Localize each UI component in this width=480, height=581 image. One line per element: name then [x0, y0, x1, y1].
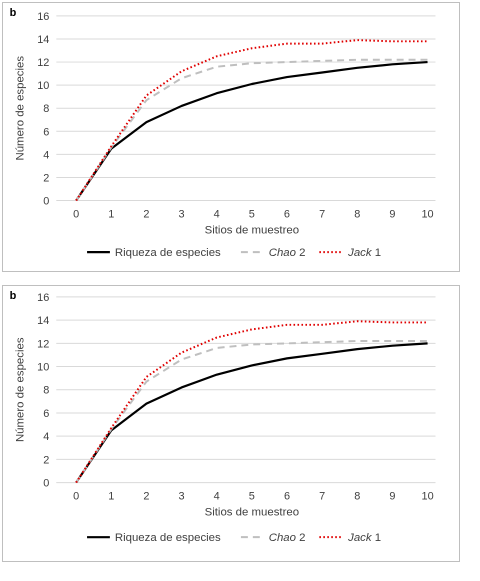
x-tick-label: 8 [354, 208, 360, 220]
y-tick-label: 6 [43, 126, 49, 138]
y-tick-label: 14 [37, 315, 49, 327]
y-tick-label: 0 [43, 478, 49, 490]
x-tick-labels: 0 1 2 3 4 5 6 7 8 9 10 [73, 490, 434, 502]
y-tick-label: 12 [37, 57, 49, 69]
grid-lines [56, 15, 436, 202]
y-tick-labels: 0 2 4 6 8 10 12 14 16 [37, 11, 49, 208]
x-tick-label: 0 [73, 208, 79, 220]
chart-panel-1: b 0 2 4 6 8 10 12 14 16 0 1 2 3 4 5 6 7 8 9 10 Número de e… [2, 2, 460, 272]
legend-jack-num: 1 [372, 247, 382, 259]
x-tick-label: 5 [249, 208, 255, 220]
legend-chao-num: 2 [296, 247, 306, 259]
legend-label-riqueza: Riqueza de especies [115, 532, 221, 544]
legend-chao-name: Chao [269, 532, 296, 544]
x-tick-label: 6 [284, 490, 290, 502]
y-axis-title: Número de especies [15, 337, 27, 442]
series-line-riqueza [75, 342, 428, 484]
chart-panel-2: b 0 2 4 6 8 10 12 14 16 0 1 2 3 4 5 6 7 8 9 10 Número de e… [2, 285, 460, 562]
series-line-jack [75, 320, 428, 484]
legend: Riqueza de especies Chao 2 Jack 1 [87, 532, 381, 544]
legend-chao-name: Chao [269, 247, 296, 259]
x-tick-label: 7 [319, 490, 325, 502]
legend-label-jack: Jack 1 [347, 532, 381, 544]
y-tick-label: 2 [43, 172, 49, 184]
y-axis-title: Número de especies [15, 56, 27, 161]
x-tick-labels: 0 1 2 3 4 5 6 7 8 9 10 [73, 208, 433, 220]
y-tick-label: 6 [43, 408, 49, 420]
legend-label-riqueza: Riqueza de especies [115, 247, 221, 259]
series-lines [75, 320, 428, 484]
y-tick-label: 16 [37, 11, 49, 23]
x-tick-label: 8 [354, 490, 360, 502]
series-line-chao [75, 58, 428, 202]
series-line-riqueza [75, 60, 428, 202]
panel-letter: b [10, 290, 17, 302]
x-tick-label: 3 [179, 490, 185, 502]
series-lines [75, 39, 428, 202]
x-tick-label: 4 [214, 490, 220, 502]
x-tick-label: 2 [143, 208, 149, 220]
y-tick-label: 2 [43, 454, 49, 466]
x-tick-label: 1 [108, 208, 114, 220]
y-tick-label: 8 [43, 385, 49, 397]
legend-chao-num: 2 [296, 532, 306, 544]
panel-letter: b [10, 7, 17, 19]
x-tick-label: 2 [143, 490, 149, 502]
x-tick-label: 0 [73, 490, 79, 502]
y-tick-label: 4 [43, 431, 49, 443]
x-tick-label: 3 [179, 208, 185, 220]
y-tick-label: 8 [43, 103, 49, 115]
x-tick-label: 9 [389, 490, 395, 502]
x-tick-label: 4 [214, 208, 220, 220]
x-tick-label: 10 [422, 490, 434, 502]
y-tick-label: 10 [37, 362, 49, 374]
legend-label-jack: Jack 1 [347, 247, 381, 259]
x-tick-label: 6 [284, 208, 290, 220]
series-line-jack [75, 39, 428, 202]
x-tick-label: 5 [249, 490, 255, 502]
y-tick-labels: 0 2 4 6 8 10 12 14 16 [37, 292, 49, 490]
legend: Riqueza de especies Chao 2 Jack 1 [87, 247, 381, 259]
x-axis-title: Sitios de muestreo [205, 506, 299, 518]
x-tick-label: 9 [389, 208, 395, 220]
y-tick-label: 0 [43, 195, 49, 207]
y-tick-label: 12 [37, 338, 49, 350]
series-line-chao [75, 340, 428, 484]
legend-jack-name: Jack [347, 247, 373, 259]
y-tick-label: 14 [37, 34, 49, 46]
y-tick-label: 10 [37, 80, 49, 92]
legend-label-chao: Chao 2 [269, 532, 306, 544]
legend-jack-num: 1 [372, 532, 382, 544]
x-tick-label: 10 [421, 208, 433, 220]
y-tick-label: 4 [43, 149, 49, 161]
x-axis-title: Sitios de muestreo [205, 224, 299, 236]
x-tick-label: 7 [319, 208, 325, 220]
grid-lines [56, 296, 436, 484]
x-tick-label: 1 [108, 490, 114, 502]
y-tick-label: 16 [37, 292, 49, 304]
legend-jack-name: Jack [347, 532, 373, 544]
legend-label-chao: Chao 2 [269, 247, 306, 259]
